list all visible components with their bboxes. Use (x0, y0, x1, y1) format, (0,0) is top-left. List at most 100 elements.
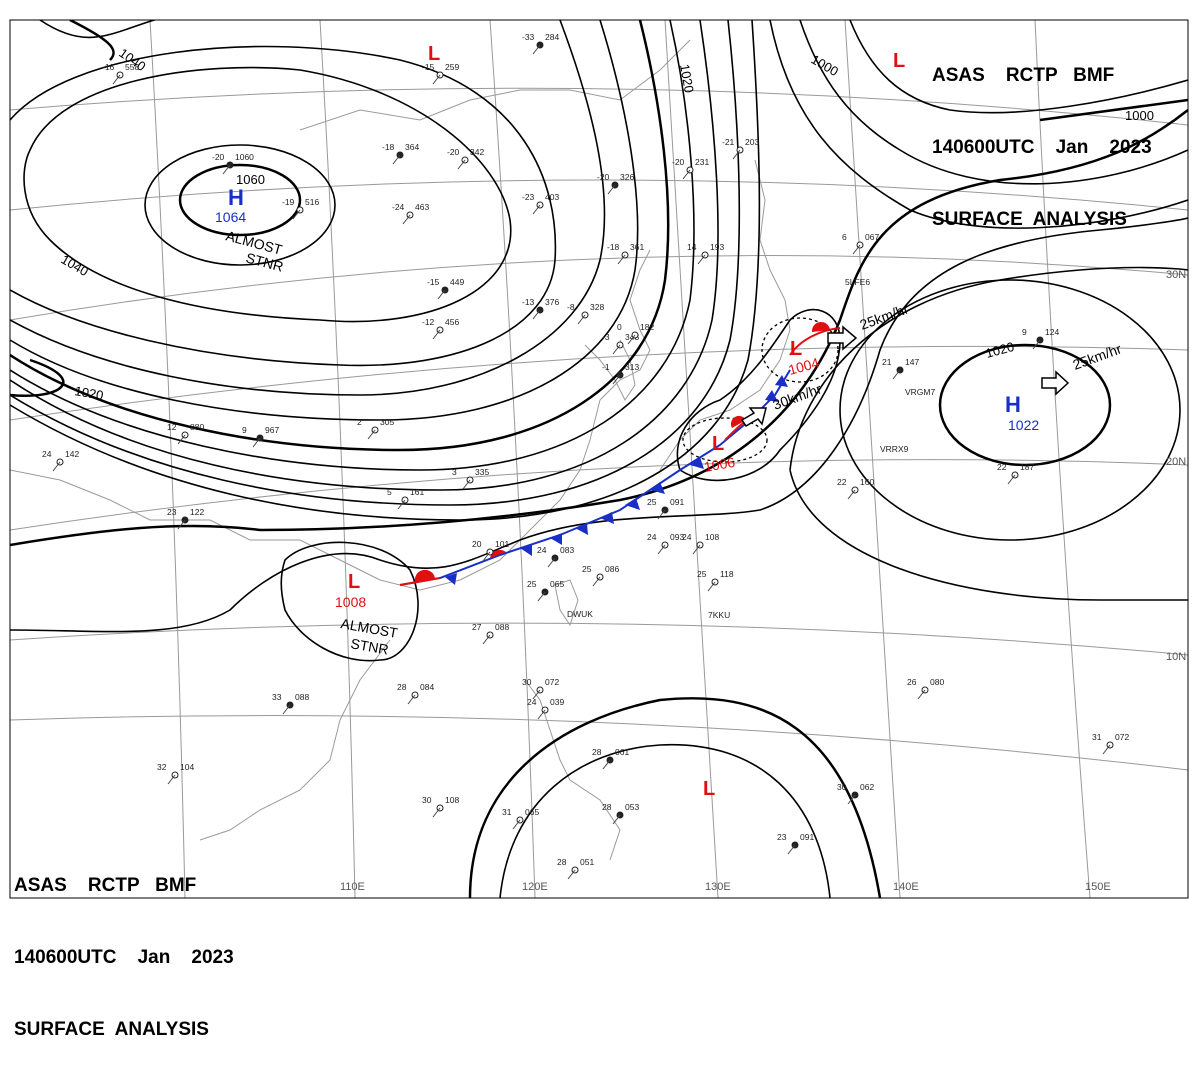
station-pressure: 335 (475, 467, 489, 477)
station-temp: -3 (602, 332, 610, 342)
station-pressure: 122 (190, 507, 204, 517)
station-pressure: 456 (445, 317, 459, 327)
station-plot: 32 104 (157, 762, 194, 785)
isobar-996-north (849, 20, 1188, 114)
station-plot: 3 335 (452, 467, 489, 490)
header-agency: ASAS RCTP BMF (932, 65, 1115, 86)
station-plot: 0 182 (617, 322, 654, 345)
wind-barb (692, 544, 701, 555)
station-plot: 30 108 (422, 795, 459, 818)
station-plot: -23 403 (522, 192, 559, 215)
station-plot: -13 376 (522, 297, 559, 320)
isobar-1044 (10, 20, 639, 421)
isobar-1020-west (10, 109, 1188, 547)
isobar-1056 (23, 66, 512, 323)
station-pressure: 305 (380, 417, 394, 427)
station-pressure: 072 (1115, 732, 1129, 742)
station-plot: -16 558 (102, 62, 139, 85)
dotted-ring-1004 (761, 317, 839, 383)
station-pressure: 449 (450, 277, 464, 287)
station-temp: 24 (537, 545, 547, 555)
wind-barb (917, 689, 926, 700)
station-pressure: 088 (295, 692, 309, 702)
station-pressure: 118 (720, 569, 734, 579)
wind-barb (847, 489, 856, 500)
latitude-labels: 30N 20N 10N (1166, 269, 1186, 663)
station-pressure: 193 (710, 242, 724, 252)
station-temp: 25 (647, 497, 657, 507)
station-pressure: 104 (180, 762, 194, 772)
wind-barb (657, 544, 666, 555)
station-temp: 12 (167, 422, 177, 432)
isobar-1012-ring (280, 541, 419, 662)
station-pressure: 376 (545, 297, 559, 307)
wind-barb (532, 689, 541, 700)
system-note: STNR (349, 635, 389, 657)
station-pressure: 463 (415, 202, 429, 212)
wind-barb (482, 551, 491, 562)
front-line-main (399, 369, 791, 586)
station-pressure: 091 (670, 497, 684, 507)
station-temp: 25 (582, 564, 592, 574)
cold-front-triangle (650, 482, 665, 494)
parallel-line (10, 622, 1188, 656)
station-plot: 22 187 (997, 462, 1034, 485)
low-symbol: L (893, 50, 905, 72)
header-title: SURFACE ANALYSIS (932, 209, 1127, 230)
station-pressure: 328 (590, 302, 604, 312)
header-top-right: ASAS RCTP BMF 140600UTC Jan 2023 SURFACE… (932, 16, 1152, 256)
isobar-1000-right (1039, 98, 1188, 122)
header-bottom-left: ASAS RCTP BMF 140600UTC Jan 2023 SURFACE… (14, 826, 234, 1066)
station-pressure: 061 (615, 747, 629, 757)
station-plot: -18 361 (607, 242, 644, 265)
station-temp: 26 (907, 677, 917, 687)
station-temp: 28 (602, 802, 612, 812)
station-plot: 14 193 (687, 242, 724, 265)
low-symbol: L (790, 338, 802, 360)
wind-barb (607, 184, 616, 195)
isobar-1028 (10, 20, 741, 506)
station-pressure: 086 (605, 564, 619, 574)
isobar-1060 (144, 144, 336, 266)
low-symbol: L (703, 778, 715, 800)
wind-barb (537, 591, 546, 602)
isobar-1000-north (799, 20, 1188, 185)
cold-front-triangle (445, 573, 457, 585)
station-plot: 2 305 (357, 417, 394, 440)
station-pressure: 124 (1045, 327, 1059, 337)
station-pressure: 080 (930, 677, 944, 687)
wind-barb (367, 429, 376, 440)
isobar-label: 1060 (236, 172, 265, 187)
station-plot: 23 091 (777, 832, 814, 855)
station-temp: 28 (557, 857, 567, 867)
station-temp: -18 (382, 142, 395, 152)
lat-label-30: 30N (1166, 269, 1186, 281)
station-temp: 5 (387, 487, 392, 497)
station-temp: 24 (647, 532, 657, 542)
isobar-1012-east (789, 266, 1188, 601)
coastline-indochina (199, 639, 391, 841)
lon-label-120: 120E (522, 881, 548, 893)
front-line-warm-1004 (789, 327, 841, 356)
wind-barb (432, 329, 441, 340)
station-temp: -15 (427, 277, 440, 287)
longitude-labels: 110E 120E 130E 140E 150E (340, 881, 1111, 893)
lat-label-20: 20N (1166, 456, 1186, 468)
station-pressure: 403 (545, 192, 559, 202)
station-temp: 25 (697, 569, 707, 579)
station-plot: -12 456 (422, 317, 459, 340)
station-pressure: 072 (545, 677, 559, 687)
station-plot: 6 067 (842, 232, 879, 255)
wind-barb (222, 164, 231, 175)
station-pressure: 108 (705, 532, 719, 542)
station-pressure: 326 (620, 172, 634, 182)
wind-barb (732, 149, 741, 160)
isobars (10, 20, 1188, 898)
low-value: 1004 (787, 354, 821, 378)
wind-barb (532, 44, 541, 55)
station-plot: 31 065 (502, 807, 539, 830)
high-value: 1064 (215, 209, 246, 225)
station-temp: -8 (567, 302, 575, 312)
high-symbol: H (1005, 392, 1021, 417)
station-plot: 31 072 (1092, 732, 1129, 755)
